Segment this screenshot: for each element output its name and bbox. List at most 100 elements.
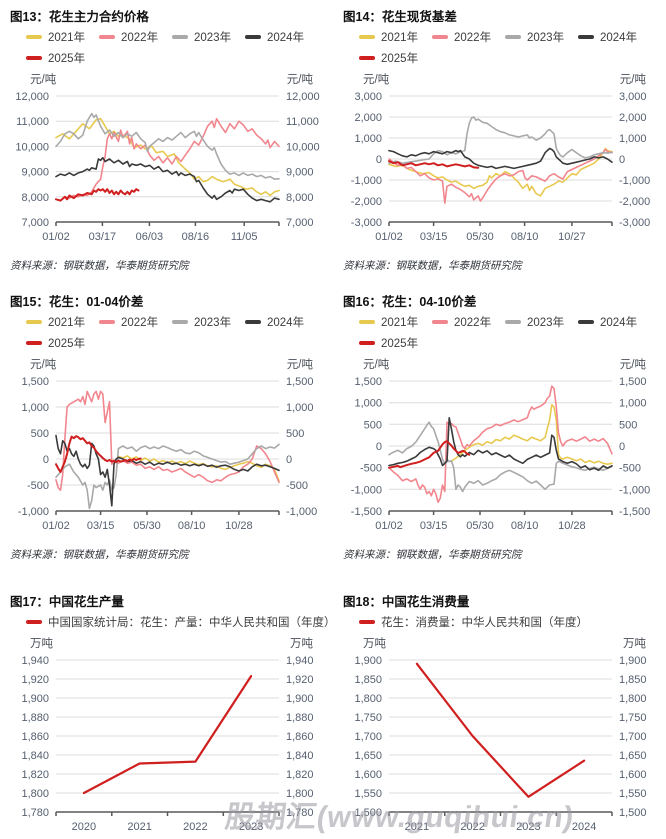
svg-text:12,000: 12,000 <box>286 91 320 103</box>
legend-label: 花生：消费量：中华人民共和国（年度） <box>381 617 588 629</box>
svg-text:03/15: 03/15 <box>87 520 115 532</box>
legend-label: 2022年 <box>454 32 492 44</box>
svg-text:1,940: 1,940 <box>21 655 49 667</box>
svg-text:-1,500: -1,500 <box>619 506 650 518</box>
source-note: 资料来源：钢联数据，华泰期货研究院 <box>10 260 189 272</box>
legend-swatch <box>245 320 261 324</box>
legend-item: 2021年 <box>359 29 423 45</box>
svg-text:500: 500 <box>286 428 304 440</box>
unit-left-label: 万吨 <box>363 638 386 650</box>
figure-block-18: 图18：中国花生消费量 花生：消费量：中华人民共和国（年度） 万吨 万吨 1,5… <box>333 585 666 839</box>
svg-text:7,000: 7,000 <box>21 217 49 229</box>
svg-text:1,800: 1,800 <box>286 788 314 800</box>
svg-text:10/28: 10/28 <box>558 520 586 532</box>
legend-swatch <box>26 56 42 60</box>
legend-label: 2022年 <box>454 317 492 329</box>
svg-text:1,000: 1,000 <box>354 133 382 145</box>
svg-text:0: 0 <box>619 441 625 453</box>
svg-text:03/15: 03/15 <box>420 520 448 532</box>
source-note: 资料来源：钢联数据，华泰期货研究院 <box>10 549 189 561</box>
svg-text:1,900: 1,900 <box>354 655 382 667</box>
legend-label: 2025年 <box>48 338 86 350</box>
svg-text:1,900: 1,900 <box>286 693 314 705</box>
figure-block-15: 图15：花生：01-04价差 2021年 2022年 2023年 2024年 2025年… <box>0 285 333 585</box>
svg-text:1,700: 1,700 <box>619 731 647 743</box>
svg-text:-500: -500 <box>360 463 382 475</box>
svg-text:1,000: 1,000 <box>619 398 647 410</box>
svg-text:1,880: 1,880 <box>286 712 314 724</box>
figure-title: 图17：中国花生产量 <box>10 595 124 609</box>
svg-text:-500: -500 <box>27 480 49 492</box>
figure-legend: 2021年 2022年 2023年 2024年 2025年 <box>26 29 325 66</box>
legend-swatch <box>359 341 375 345</box>
line-chart-canvas: 1,500 1,500 1,550 1,550 1,600 1,600 1,650 1,650… <box>354 655 647 833</box>
svg-text:0: 0 <box>619 154 625 166</box>
svg-text:01/02: 01/02 <box>42 520 70 532</box>
unit-right-label: 万吨 <box>290 638 313 650</box>
figure-title: 图15：花生：01-04价差 <box>10 295 144 309</box>
svg-text:10/28: 10/28 <box>225 520 253 532</box>
svg-text:-1,500: -1,500 <box>351 506 382 518</box>
svg-text:1,500: 1,500 <box>619 376 647 388</box>
legend-item: 2025年 <box>359 50 423 66</box>
figure-title: 图16：花生：04-10价差 <box>343 295 477 309</box>
svg-text:1,500: 1,500 <box>21 376 49 388</box>
legend-swatch <box>578 35 594 39</box>
figure-title: 图14：花生现货基差 <box>343 10 457 24</box>
svg-text:2023: 2023 <box>516 821 540 833</box>
svg-text:1,750: 1,750 <box>354 712 382 724</box>
legend-swatch <box>359 56 375 60</box>
unit-left-label: 元/吨 <box>30 74 57 86</box>
svg-text:9,000: 9,000 <box>21 167 49 179</box>
legend-label: 2021年 <box>381 317 419 329</box>
svg-text:1,850: 1,850 <box>354 674 382 686</box>
svg-text:08/10: 08/10 <box>511 231 539 243</box>
source-note: 资料来源：钢联数据，华泰期货研究院 <box>343 549 522 561</box>
legend-item: 2022年 <box>99 29 163 45</box>
legend-item: 中国国家统计局：花生：产量：中华人民共和国（年度） <box>26 614 336 630</box>
legend-item: 2021年 <box>359 314 423 330</box>
legend-swatch <box>26 320 42 324</box>
svg-text:7,000: 7,000 <box>286 217 314 229</box>
svg-text:-1,000: -1,000 <box>351 484 382 496</box>
svg-text:1,500: 1,500 <box>286 376 314 388</box>
legend-swatch <box>26 620 42 624</box>
figure-legend: 2021年 2022年 2023年 2024年 2025年 <box>26 314 325 351</box>
svg-text:1,820: 1,820 <box>21 769 49 781</box>
svg-text:1,650: 1,650 <box>354 750 382 762</box>
figure-legend: 2021年 2022年 2023年 2024年 2025年 <box>359 29 658 66</box>
svg-text:1,780: 1,780 <box>21 807 49 819</box>
legend-item: 2025年 <box>26 335 90 351</box>
svg-text:05/30: 05/30 <box>133 520 161 532</box>
axis-units: 万吨 万吨 <box>10 633 325 651</box>
legend-label: 2021年 <box>381 32 419 44</box>
legend-swatch <box>359 320 375 324</box>
svg-text:11/05: 11/05 <box>231 231 258 243</box>
legend-label: 2021年 <box>48 317 86 329</box>
unit-right-label: 元/吨 <box>286 74 313 86</box>
svg-text:2022: 2022 <box>183 821 207 833</box>
svg-text:1,500: 1,500 <box>354 376 382 388</box>
figure-legend: 中国国家统计局：花生：产量：中华人民共和国（年度） <box>26 614 336 630</box>
legend-item: 2022年 <box>99 314 163 330</box>
svg-text:-3,000: -3,000 <box>619 217 650 229</box>
svg-text:01/02: 01/02 <box>375 231 403 243</box>
svg-text:500: 500 <box>364 419 382 431</box>
legend-label: 2024年 <box>267 317 305 329</box>
unit-left-label: 元/吨 <box>363 359 390 371</box>
svg-text:1,000: 1,000 <box>21 402 49 414</box>
svg-text:1,800: 1,800 <box>21 788 49 800</box>
legend-swatch <box>432 35 448 39</box>
svg-text:1,940: 1,940 <box>286 655 314 667</box>
axis-units: 万吨 万吨 <box>343 633 658 651</box>
svg-text:10,000: 10,000 <box>15 141 49 153</box>
svg-text:1,700: 1,700 <box>354 731 382 743</box>
svg-text:11,000: 11,000 <box>16 116 49 128</box>
svg-text:2020: 2020 <box>72 821 96 833</box>
svg-text:2,000: 2,000 <box>619 112 647 124</box>
svg-text:0: 0 <box>286 454 292 466</box>
svg-text:1,780: 1,780 <box>286 807 314 819</box>
svg-text:-1,000: -1,000 <box>18 506 49 518</box>
legend-swatch <box>99 320 115 324</box>
